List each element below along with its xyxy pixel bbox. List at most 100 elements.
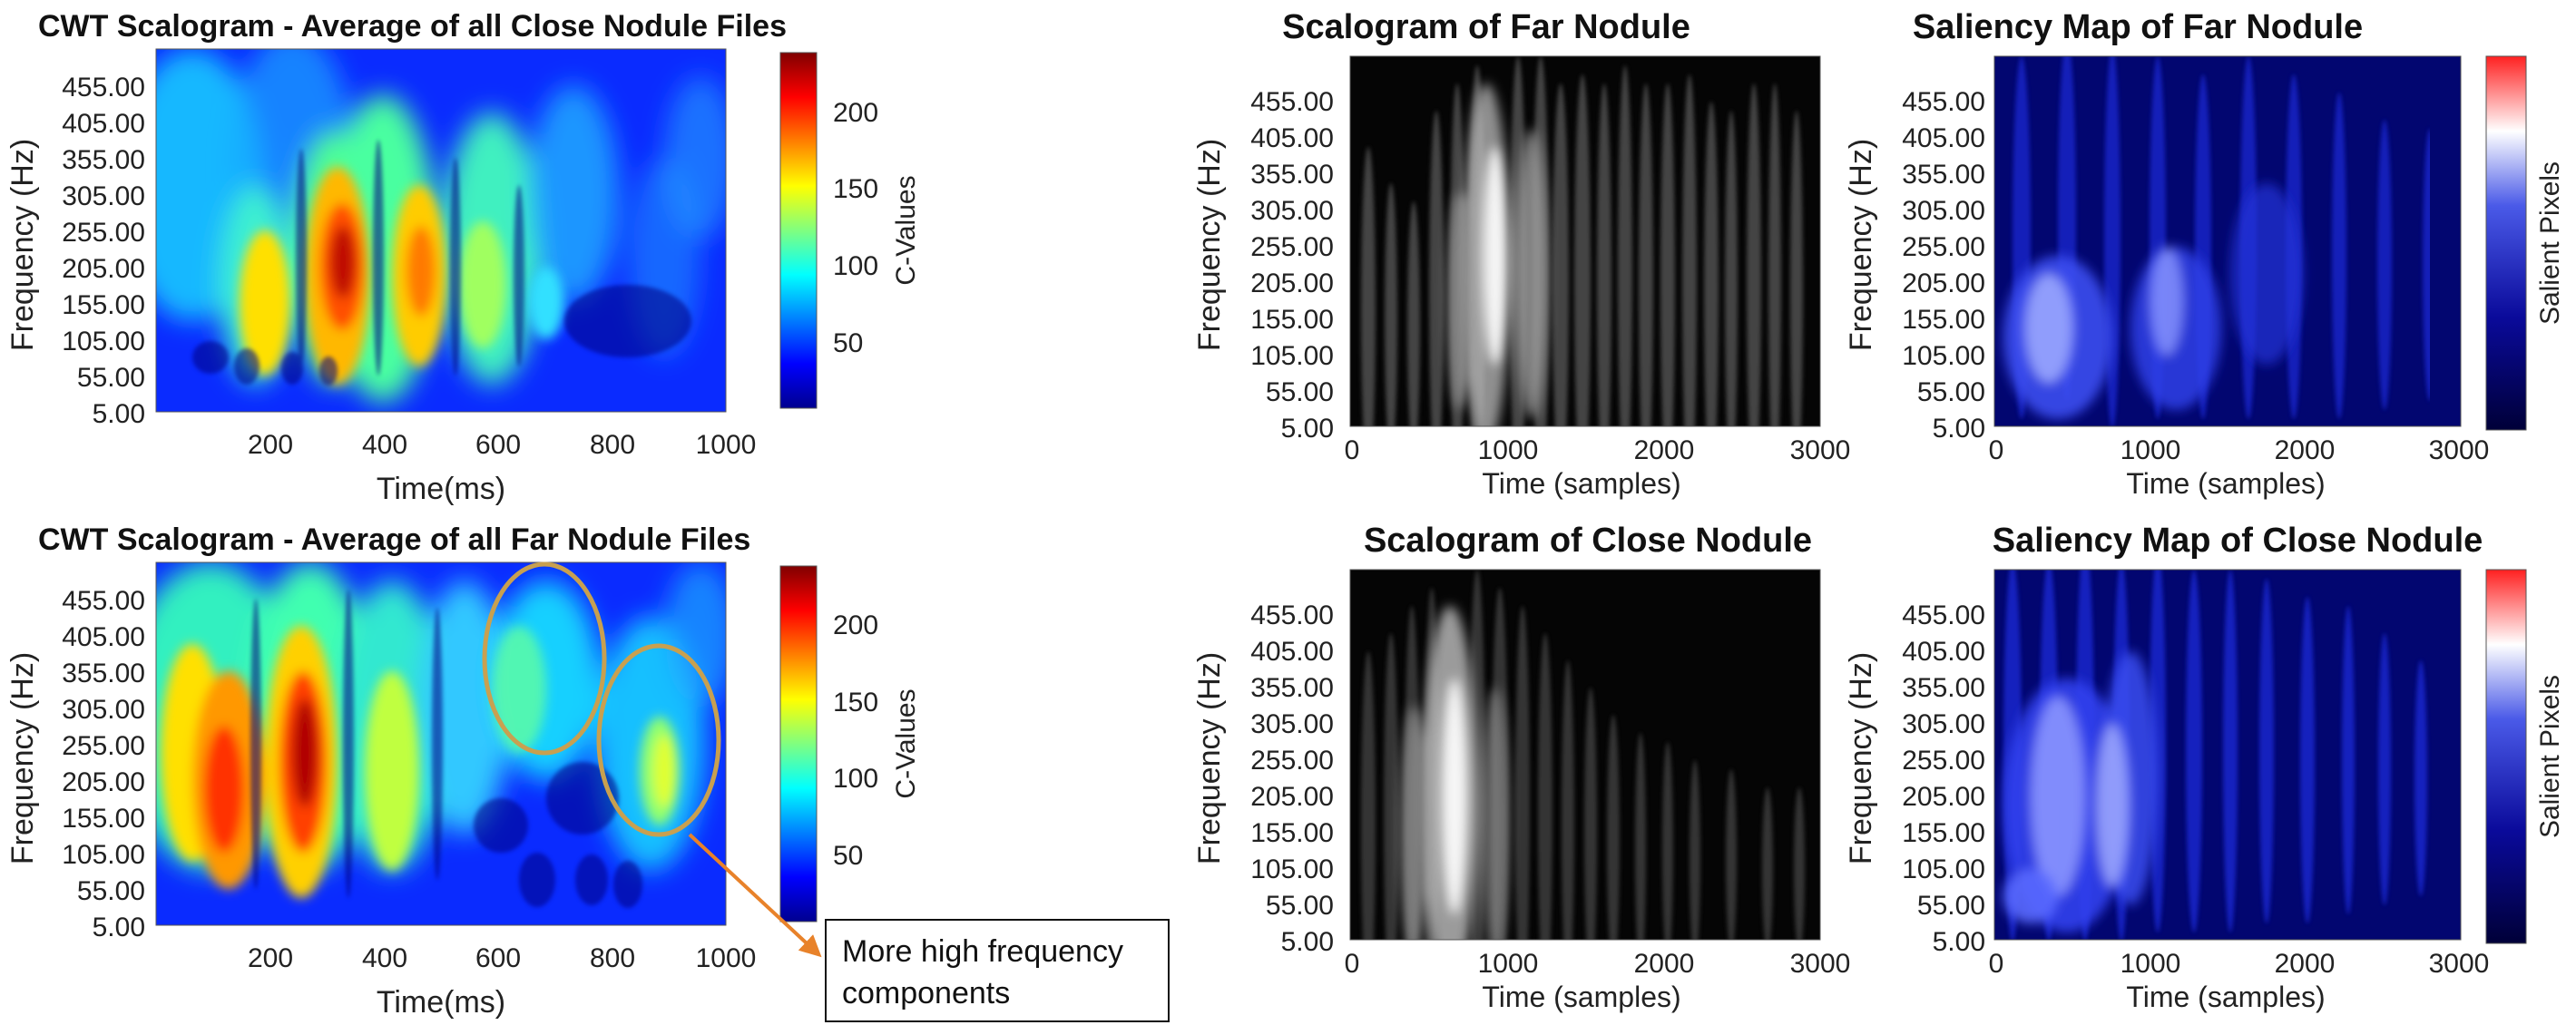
panel-close-saliency: Saliency Map of Close Nodule <box>1844 522 2565 1013</box>
colorbar-tick-label: 200 <box>833 98 878 128</box>
heatmap-far-scalogram <box>1350 56 1820 426</box>
y-axis-label: Frequency (Hz) <box>1844 139 1878 351</box>
y-tick-label: 405.00 <box>1902 637 1985 667</box>
y-tick-label: 55.00 <box>77 876 145 906</box>
y-tick-label: 5.00 <box>93 913 145 942</box>
colorbar-label: C-Values <box>891 175 921 285</box>
colorbar-label: Salient Pixels <box>2535 161 2565 325</box>
y-tick-label: 105.00 <box>1902 341 1985 371</box>
y-tick-label: 155.00 <box>62 804 145 834</box>
saliency-far <box>1994 56 2461 426</box>
x-tick-label: 0 <box>1989 435 2004 465</box>
colorbar-tick-label: 100 <box>833 764 878 794</box>
y-tick-label: 5.00 <box>1933 927 1985 957</box>
x-tick-label: 0 <box>1345 949 1360 979</box>
y-tick-label: 255.00 <box>1250 232 1334 262</box>
y-tick-label: 205.00 <box>62 254 145 284</box>
y-tick-label: 305.00 <box>1250 196 1334 226</box>
y-tick-label: 405.00 <box>1902 123 1985 153</box>
annotation-box <box>825 919 1170 1022</box>
y-axis-label: Frequency (Hz) <box>5 139 40 351</box>
y-tick-label: 105.00 <box>1902 854 1985 884</box>
highlight-ellipse <box>482 561 607 756</box>
y-tick-label: 205.00 <box>62 767 145 797</box>
y-tick-label: 455.00 <box>1902 87 1985 117</box>
x-axis-label: Time(ms) <box>377 472 505 506</box>
colorbar-tick-label: 200 <box>833 610 878 640</box>
colorbar <box>2485 569 2527 944</box>
y-ticks: 5.00 55.00 105.00 155.00 205.00 255.00 3… <box>62 586 145 942</box>
y-tick-label: 355.00 <box>1250 673 1334 703</box>
x-tick-label: 1000 <box>1478 435 1539 465</box>
x-tick-label: 200 <box>248 430 293 460</box>
y-tick-label: 305.00 <box>1250 709 1334 739</box>
x-tick-label: 3000 <box>1790 435 1851 465</box>
y-tick-label: 255.00 <box>1250 746 1334 776</box>
annotation-line: components <box>842 976 1010 1010</box>
y-tick-label: 5.00 <box>1933 414 1985 444</box>
colorbar-ticks: 50 100 150 200 <box>833 98 878 358</box>
y-tick-label: 455.00 <box>62 73 145 102</box>
x-tick-label: 200 <box>248 943 293 973</box>
colorbar <box>779 565 818 922</box>
y-tick-label: 255.00 <box>1902 232 1985 262</box>
x-ticks: 200 400 600 800 1000 <box>248 430 756 460</box>
y-tick-label: 355.00 <box>1250 160 1334 190</box>
y-tick-label: 255.00 <box>62 218 145 248</box>
x-tick-label: 800 <box>590 943 635 973</box>
y-ticks: 5.00 55.00 105.00 155.00 205.00 255.00 3… <box>1250 600 1334 957</box>
x-tick-label: 0 <box>1989 949 2004 979</box>
y-tick-label: 5.00 <box>93 399 145 429</box>
colorbar-label: C-Values <box>891 688 921 798</box>
y-tick-label: 105.00 <box>62 840 145 870</box>
x-tick-label: 1000 <box>696 430 757 460</box>
y-tick-label: 5.00 <box>1281 927 1334 957</box>
colorbar-ticks: 50 100 150 200 <box>833 610 878 871</box>
colorbar <box>779 52 818 409</box>
x-tick-label: 3000 <box>1790 949 1851 979</box>
y-ticks: 5.00 55.00 105.00 155.00 205.00 255.00 3… <box>1902 87 1985 444</box>
x-tick-label: 400 <box>362 430 407 460</box>
y-axis-label: Frequency (Hz) <box>1192 652 1227 864</box>
x-tick-label: 600 <box>475 943 521 973</box>
y-axis-label: Frequency (Hz) <box>1844 652 1878 864</box>
chart-title: Saliency Map of Far Nodule <box>1913 8 2363 46</box>
y-tick-label: 455.00 <box>1902 600 1985 630</box>
x-tick-label: 400 <box>362 943 407 973</box>
y-tick-label: 405.00 <box>62 622 145 652</box>
colorbar-tick-label: 150 <box>833 688 878 718</box>
colorbar-tick-label: 50 <box>833 328 863 358</box>
x-tick-label: 2000 <box>2275 435 2336 465</box>
y-tick-label: 55.00 <box>1266 891 1334 921</box>
y-tick-label: 55.00 <box>77 363 145 393</box>
y-tick-label: 455.00 <box>62 586 145 616</box>
x-tick-label: 1000 <box>1478 949 1539 979</box>
x-tick-label: 800 <box>590 430 635 460</box>
y-tick-label: 255.00 <box>1902 746 1985 776</box>
annotation-text: More high frequency components <box>842 934 1131 1010</box>
highlight-ellipse <box>596 643 721 837</box>
annotation-line: More high frequency <box>842 934 1123 969</box>
panel-far-saliency: Saliency Map of Far Nodule <box>1844 8 2565 500</box>
heatmap-far-average <box>156 562 726 925</box>
y-tick-label: 255.00 <box>62 731 145 761</box>
y-tick-label: 305.00 <box>1902 196 1985 226</box>
x-ticks: 0 1000 2000 3000 <box>1989 435 2490 465</box>
chart-title: CWT Scalogram - Average of all Far Nodul… <box>38 522 750 557</box>
y-tick-label: 105.00 <box>1250 854 1334 884</box>
y-tick-label: 305.00 <box>1902 709 1985 739</box>
x-tick-label: 3000 <box>2429 949 2490 979</box>
x-ticks: 200 400 600 800 1000 <box>248 943 756 973</box>
x-tick-label: 2000 <box>1634 435 1695 465</box>
x-tick-label: 600 <box>475 430 521 460</box>
x-tick-label: 1000 <box>696 943 757 973</box>
saliency-close <box>1994 570 2461 940</box>
x-tick-label: 2000 <box>1634 949 1695 979</box>
y-tick-label: 305.00 <box>62 181 145 211</box>
panel-close-average: CWT Scalogram - Average of all Close Nod… <box>5 9 921 506</box>
y-tick-label: 405.00 <box>1250 637 1334 667</box>
heatmap-close-scalogram <box>1350 570 1820 940</box>
y-tick-label: 105.00 <box>62 327 145 356</box>
x-tick-label: 3000 <box>2429 435 2490 465</box>
y-tick-label: 155.00 <box>62 290 145 320</box>
